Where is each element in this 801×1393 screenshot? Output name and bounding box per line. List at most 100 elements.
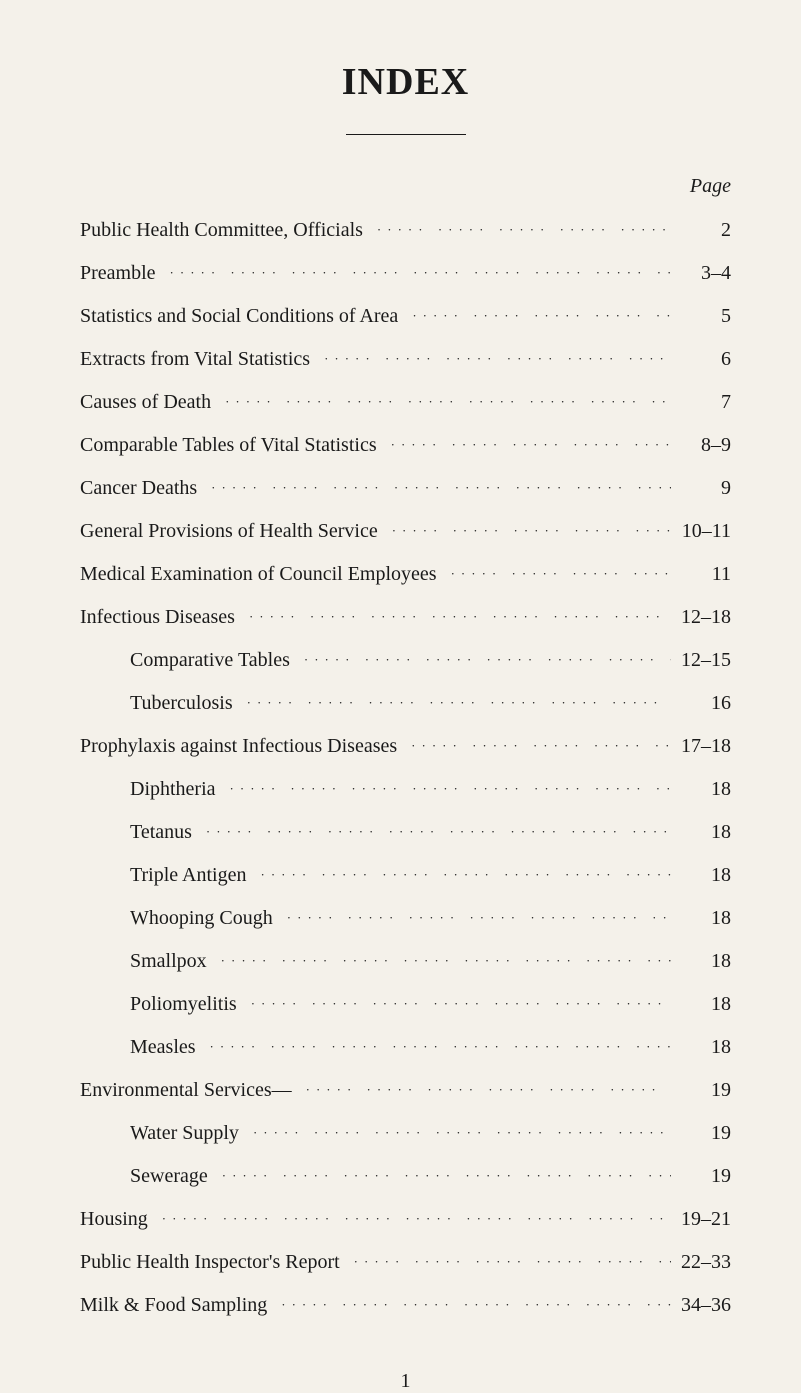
index-entry: Tetanus····· ····· ····· ····· ····· ···… bbox=[80, 818, 731, 847]
entry-page: 18 bbox=[671, 947, 731, 976]
index-entry: Water Supply····· ····· ····· ····· ····… bbox=[80, 1119, 731, 1148]
entry-page: 18 bbox=[671, 904, 731, 933]
entry-page: 17–18 bbox=[671, 732, 731, 761]
entry-label: Housing bbox=[80, 1205, 148, 1234]
index-entry: Extracts from Vital Statistics····· ····… bbox=[80, 345, 731, 374]
entry-label: Diphtheria bbox=[130, 775, 216, 804]
dot-leader: ····· ····· ····· ····· ····· ····· ····… bbox=[398, 307, 671, 326]
dot-leader: ····· ····· ····· ····· ····· ····· ····… bbox=[197, 479, 671, 498]
dot-leader: ····· ····· ····· ····· ····· ····· ····… bbox=[208, 1167, 671, 1186]
entry-label: Public Health Inspector's Report bbox=[80, 1248, 340, 1277]
index-entry: Causes of Death····· ····· ····· ····· ·… bbox=[80, 388, 731, 417]
entry-page: 22–33 bbox=[671, 1248, 731, 1277]
dot-leader: ····· ····· ····· ····· ····· ····· ····… bbox=[247, 866, 672, 885]
entry-page: 8–9 bbox=[671, 431, 731, 460]
entry-label: Prophylaxis against Infectious Diseases bbox=[80, 732, 397, 761]
index-entries: Public Health Committee, Officials····· … bbox=[80, 216, 731, 1320]
index-entry: Measles····· ····· ····· ····· ····· ···… bbox=[80, 1033, 731, 1062]
dot-leader: ····· ····· ····· ····· ····· ····· ····… bbox=[363, 221, 671, 240]
index-entry: Statistics and Social Conditions of Area… bbox=[80, 302, 731, 331]
entry-page: 7 bbox=[671, 388, 731, 417]
dot-leader: ····· ····· ····· ····· ····· ····· ····… bbox=[207, 952, 671, 971]
entry-label: Water Supply bbox=[130, 1119, 239, 1148]
entry-page: 9 bbox=[671, 474, 731, 503]
index-entry: Diphtheria····· ····· ····· ····· ····· … bbox=[80, 775, 731, 804]
entry-page: 5 bbox=[671, 302, 731, 331]
page-column-header: Page bbox=[80, 175, 731, 198]
entry-label: Statistics and Social Conditions of Area bbox=[80, 302, 398, 331]
index-entry: Prophylaxis against Infectious Diseases·… bbox=[80, 732, 731, 761]
entry-label: Whooping Cough bbox=[130, 904, 273, 933]
entry-page: 18 bbox=[671, 818, 731, 847]
dot-leader: ····· ····· ····· ····· ····· ····· ····… bbox=[273, 909, 671, 928]
entry-label: Cancer Deaths bbox=[80, 474, 197, 503]
dot-leader: ····· ····· ····· ····· ····· ····· ····… bbox=[192, 823, 671, 842]
index-entry: Environmental Services—····· ····· ·····… bbox=[80, 1076, 731, 1105]
dot-leader: ····· ····· ····· ····· ····· ····· ····… bbox=[437, 565, 671, 584]
index-entry: Public Health Committee, Officials····· … bbox=[80, 216, 731, 245]
entry-page: 6 bbox=[671, 345, 731, 374]
index-entry: Comparable Tables of Vital Statistics···… bbox=[80, 431, 731, 460]
entry-label: Smallpox bbox=[130, 947, 207, 976]
entry-page: 18 bbox=[671, 1033, 731, 1062]
entry-page: 34–36 bbox=[671, 1291, 731, 1320]
index-entry: Whooping Cough····· ····· ····· ····· ··… bbox=[80, 904, 731, 933]
index-entry: Public Health Inspector's Report····· ··… bbox=[80, 1248, 731, 1277]
index-title: INDEX bbox=[80, 60, 731, 104]
entry-page: 12–15 bbox=[671, 646, 731, 675]
dot-leader: ····· ····· ····· ····· ····· ····· ····… bbox=[196, 1038, 671, 1057]
entry-label: Triple Antigen bbox=[130, 861, 247, 890]
index-entry: Medical Examination of Council Employees… bbox=[80, 560, 731, 589]
dot-leader: ····· ····· ····· ····· ····· ····· ····… bbox=[148, 1210, 671, 1229]
entry-label: Sewerage bbox=[130, 1162, 208, 1191]
entry-label: Infectious Diseases bbox=[80, 603, 235, 632]
index-entry: Smallpox····· ····· ····· ····· ····· ··… bbox=[80, 947, 731, 976]
entry-page: 2 bbox=[671, 216, 731, 245]
index-entry: Triple Antigen····· ····· ····· ····· ··… bbox=[80, 861, 731, 890]
entry-label: Environmental Services— bbox=[80, 1076, 292, 1105]
entry-page: 11 bbox=[671, 560, 731, 589]
entry-label: Comparable Tables of Vital Statistics bbox=[80, 431, 377, 460]
entry-page: 18 bbox=[671, 775, 731, 804]
dot-leader: ····· ····· ····· ····· ····· ····· ····… bbox=[290, 651, 671, 670]
entry-label: Tuberculosis bbox=[130, 689, 233, 718]
dot-leader: ····· ····· ····· ····· ····· ····· ····… bbox=[239, 1124, 671, 1143]
title-divider bbox=[346, 134, 466, 135]
index-entry: Sewerage····· ····· ····· ····· ····· ··… bbox=[80, 1162, 731, 1191]
entry-label: Comparative Tables bbox=[130, 646, 290, 675]
entry-label: Causes of Death bbox=[80, 388, 211, 417]
index-entry: Milk & Food Sampling····· ····· ····· ··… bbox=[80, 1291, 731, 1320]
entry-label: Tetanus bbox=[130, 818, 192, 847]
dot-leader: ····· ····· ····· ····· ····· ····· ····… bbox=[292, 1081, 671, 1100]
entry-page: 3–4 bbox=[671, 259, 731, 288]
index-entry: Preamble····· ····· ····· ····· ····· ··… bbox=[80, 259, 731, 288]
index-entry: Comparative Tables····· ····· ····· ····… bbox=[80, 646, 731, 675]
index-entry: General Provisions of Health Service····… bbox=[80, 517, 731, 546]
index-entry: Cancer Deaths····· ····· ····· ····· ···… bbox=[80, 474, 731, 503]
entry-page: 10–11 bbox=[671, 517, 731, 546]
entry-label: Preamble bbox=[80, 259, 156, 288]
entry-label: Public Health Committee, Officials bbox=[80, 216, 363, 245]
dot-leader: ····· ····· ····· ····· ····· ····· ····… bbox=[237, 995, 671, 1014]
dot-leader: ····· ····· ····· ····· ····· ····· ····… bbox=[216, 780, 671, 799]
dot-leader: ····· ····· ····· ····· ····· ····· ····… bbox=[267, 1296, 671, 1315]
dot-leader: ····· ····· ····· ····· ····· ····· ····… bbox=[235, 608, 671, 627]
dot-leader: ····· ····· ····· ····· ····· ····· ····… bbox=[156, 264, 671, 283]
index-entry: Infectious Diseases····· ····· ····· ···… bbox=[80, 603, 731, 632]
entry-page: 16 bbox=[671, 689, 731, 718]
entry-page: 19 bbox=[671, 1119, 731, 1148]
entry-page: 18 bbox=[671, 990, 731, 1019]
dot-leader: ····· ····· ····· ····· ····· ····· ····… bbox=[233, 694, 671, 713]
entry-label: Medical Examination of Council Employees bbox=[80, 560, 437, 589]
dot-leader: ····· ····· ····· ····· ····· ····· ····… bbox=[310, 350, 671, 369]
dot-leader: ····· ····· ····· ····· ····· ····· ····… bbox=[377, 436, 671, 455]
entry-label: Extracts from Vital Statistics bbox=[80, 345, 310, 374]
index-entry: Poliomyelitis····· ····· ····· ····· ···… bbox=[80, 990, 731, 1019]
entry-label: Poliomyelitis bbox=[130, 990, 237, 1019]
footer-page-number: 1 bbox=[80, 1370, 731, 1393]
index-entry: Housing····· ····· ····· ····· ····· ···… bbox=[80, 1205, 731, 1234]
entry-label: Measles bbox=[130, 1033, 196, 1062]
entry-page: 19 bbox=[671, 1162, 731, 1191]
dot-leader: ····· ····· ····· ····· ····· ····· ····… bbox=[397, 737, 671, 756]
dot-leader: ····· ····· ····· ····· ····· ····· ····… bbox=[211, 393, 671, 412]
